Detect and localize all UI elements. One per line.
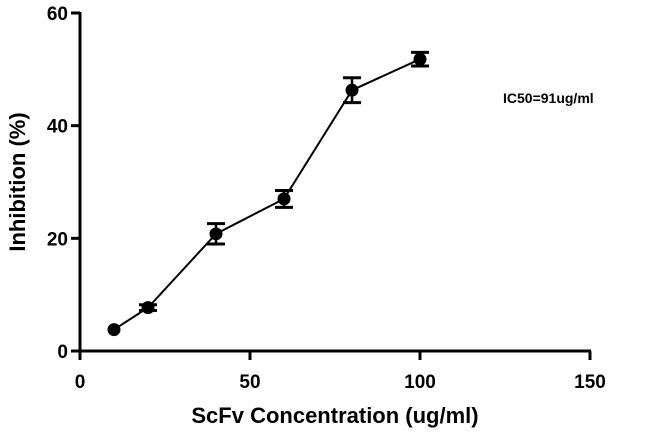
x-tick-label: 100	[404, 372, 436, 393]
series-line	[113, 58, 421, 331]
y-tick-label: 60	[47, 4, 68, 25]
y-tick-label: 0	[57, 342, 68, 363]
data-point	[209, 227, 223, 241]
data-point	[141, 301, 155, 315]
data-point	[107, 323, 121, 337]
x-ticks: 0 50 100 150	[75, 351, 606, 393]
data-point	[277, 192, 291, 206]
data-point	[345, 83, 359, 97]
ic50-annotation: IC50=91ug/ml	[503, 90, 594, 106]
y-tick-label: 20	[47, 229, 68, 250]
axes	[78, 12, 591, 353]
x-axis-title: ScFv Concentration (ug/ml)	[191, 403, 478, 428]
y-tick-label: 40	[47, 117, 68, 138]
data-point	[413, 52, 427, 66]
y-ticks: 0 20 40 60	[47, 4, 80, 363]
series-layer	[107, 50, 429, 337]
x-tick-label: 0	[75, 372, 86, 393]
x-tick-label: 150	[574, 372, 606, 393]
x-tick-label: 50	[239, 372, 260, 393]
y-axis-title: Inhibition (%)	[5, 112, 30, 251]
